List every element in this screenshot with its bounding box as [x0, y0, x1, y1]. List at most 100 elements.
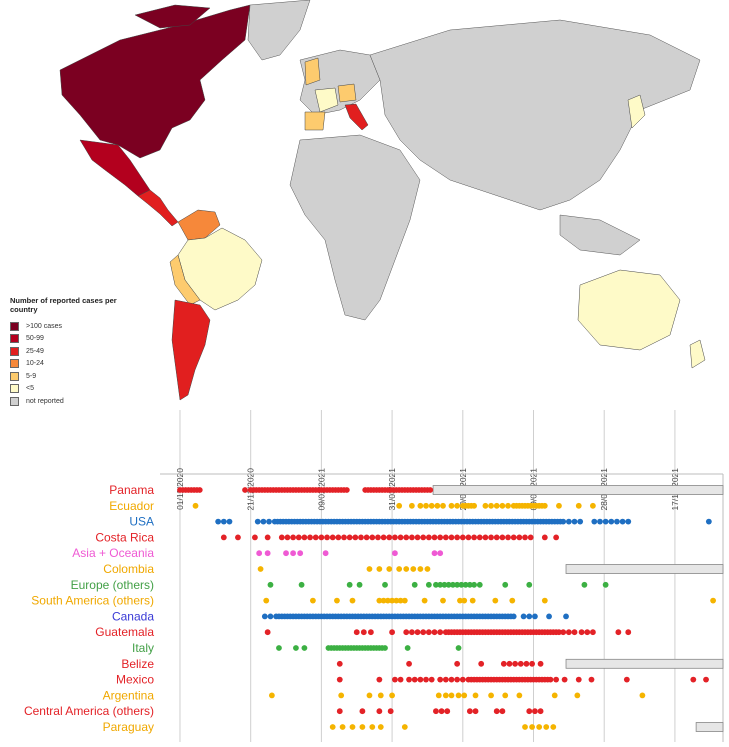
case-dot — [393, 597, 400, 604]
case-dot — [499, 534, 506, 541]
row-label: Italy — [132, 641, 154, 655]
case-dot — [472, 692, 479, 699]
case-dot — [543, 724, 550, 730]
case-dot — [529, 724, 535, 730]
case-dot — [510, 534, 517, 541]
case-dot — [448, 534, 455, 541]
case-dot — [459, 676, 466, 683]
case-dot — [220, 534, 227, 541]
case-dot — [284, 534, 291, 541]
legend-swatch — [10, 371, 19, 381]
case-dot — [520, 613, 527, 620]
case-dot — [537, 660, 544, 667]
case-dot — [472, 708, 479, 715]
case-dot — [589, 502, 596, 509]
case-dot — [493, 502, 500, 509]
legend-label: <5 — [26, 385, 34, 393]
case-dot — [411, 581, 418, 588]
case-dot — [442, 534, 449, 541]
case-dot — [359, 724, 366, 730]
case-dot — [619, 518, 626, 525]
legend-swatch — [10, 359, 19, 369]
row-label: Central America (others) — [24, 704, 154, 718]
case-dot — [366, 566, 373, 572]
case-dot — [431, 534, 438, 541]
case-dot — [301, 534, 308, 541]
case-dot — [346, 534, 353, 541]
case-dot — [457, 597, 463, 604]
case-dot — [502, 692, 509, 699]
row-label: Canada — [112, 609, 154, 623]
case-dot — [502, 581, 509, 588]
case-dot — [369, 724, 376, 730]
case-dot — [376, 708, 383, 715]
case-dot — [574, 692, 581, 699]
case-dot — [396, 566, 403, 572]
case-dot — [307, 534, 313, 541]
case-dot — [375, 534, 381, 541]
legend-label: not reported — [26, 397, 64, 405]
case-dot — [466, 581, 473, 588]
case-dot — [301, 645, 308, 651]
case-dot — [392, 676, 398, 683]
case-dot — [278, 534, 285, 541]
row-label: Costa Rica — [95, 530, 154, 544]
case-dot — [414, 629, 421, 636]
case-dot — [461, 692, 468, 699]
case-dot — [423, 676, 429, 683]
legend-swatch — [10, 346, 19, 356]
case-dot — [411, 676, 418, 683]
case-dot — [336, 708, 343, 715]
legend-item: 50-99 — [10, 333, 140, 346]
case-dot — [382, 581, 388, 588]
case-dot — [469, 597, 476, 604]
map-spain — [304, 111, 326, 131]
case-dot — [556, 502, 562, 509]
row-label: Paraguay — [103, 720, 154, 734]
case-dot — [356, 581, 363, 588]
case-dot — [705, 518, 712, 525]
case-dot — [438, 708, 445, 715]
case-dot — [387, 708, 394, 715]
world-map-svg — [59, 0, 706, 401]
case-dot — [401, 724, 408, 730]
case-dot — [384, 597, 391, 604]
case-dot — [424, 566, 431, 572]
case-dot — [602, 518, 609, 525]
case-dot — [639, 692, 646, 699]
map-legend: Number of reported cases per country >10… — [10, 296, 140, 408]
case-dot — [290, 550, 297, 557]
row-label: Guatemala — [95, 625, 154, 639]
case-dot — [264, 534, 271, 541]
case-dot — [220, 518, 227, 525]
case-dot — [578, 629, 585, 636]
row-label: South America (others) — [31, 594, 154, 608]
case-dot — [499, 708, 506, 715]
legend-item: 5-9 — [10, 370, 140, 383]
case-dot — [425, 581, 432, 588]
case-dot — [235, 534, 241, 541]
case-dot — [584, 629, 591, 636]
case-dot — [526, 613, 533, 620]
case-dot — [440, 502, 446, 509]
case-dot — [571, 518, 578, 525]
case-dot — [476, 534, 483, 541]
case-dot — [537, 708, 544, 715]
case-dot — [410, 566, 417, 572]
case-dot — [312, 534, 319, 541]
map-france — [314, 87, 339, 113]
case-dot — [471, 534, 478, 541]
case-dot — [509, 597, 516, 604]
legend-label: 50-99 — [26, 335, 44, 343]
case-dot — [283, 550, 289, 557]
case-dot — [366, 692, 373, 699]
not-reported-bar — [695, 722, 724, 732]
case-dot — [526, 708, 533, 715]
case-dot — [448, 502, 455, 509]
case-dot — [517, 660, 524, 667]
case-dot — [444, 708, 451, 715]
case-dot — [376, 597, 383, 604]
case-dot — [408, 534, 415, 541]
case-dot — [266, 518, 272, 525]
case-dot — [414, 534, 421, 541]
